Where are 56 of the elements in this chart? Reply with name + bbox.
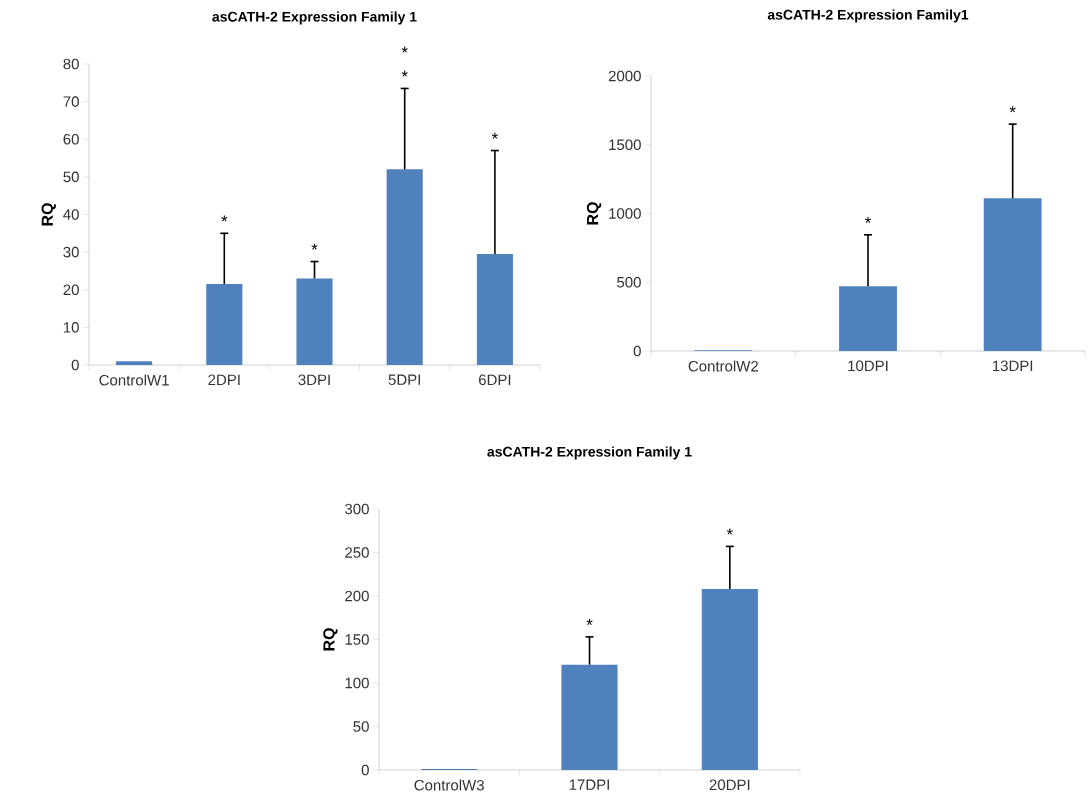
y-tick-label: 50: [63, 171, 79, 183]
y-tick-label: 30: [63, 246, 79, 258]
y-tick-label: 1000: [609, 208, 641, 219]
y-tick-label: 0: [361, 764, 369, 776]
chart-title: asCATH-2 Expression Family 1: [487, 446, 692, 460]
y-tick-label: 500: [617, 276, 641, 288]
annotation: *: [491, 132, 498, 139]
y-tick-label: 1500: [609, 139, 641, 151]
annotation: *: [1009, 106, 1016, 113]
y-axis-title: RQ: [41, 203, 56, 226]
y-tick-label: 70: [63, 96, 79, 107]
bar: [116, 361, 153, 365]
annotation: *: [221, 215, 228, 222]
x-tick-label: 5DPI: [388, 374, 420, 385]
x-tick-label: ControlW1: [99, 374, 169, 386]
y-tick-label: 250: [345, 547, 369, 558]
annotation: *: [726, 528, 733, 535]
x-tick-label: 13DPI: [992, 360, 1033, 372]
x-tick-label: ControlW3: [414, 779, 484, 791]
annotation: *: [311, 243, 318, 250]
y-axis-title: RQ: [323, 628, 338, 651]
y-tick-label: 200: [345, 590, 369, 602]
bar: [296, 278, 333, 365]
x-tick-label: 20DPI: [709, 779, 750, 791]
y-tick-label: 2000: [608, 70, 641, 82]
y-tick-label: 60: [63, 133, 79, 145]
x-tick-label: 17DPI: [569, 779, 609, 790]
y-axis-title: RQ: [586, 202, 602, 225]
bar: [839, 286, 897, 351]
annotation: *: [401, 46, 408, 53]
chart-title: asCATH-2 Expression Family1: [767, 9, 969, 23]
y-tick-label: 0: [633, 345, 641, 357]
y-tick-label: 10: [63, 322, 79, 333]
bar: [561, 664, 618, 770]
y-tick-label: 100: [345, 677, 369, 689]
chart-title: asCATH-2 Expression Family 1: [212, 11, 417, 25]
y-tick-label: 50: [353, 721, 369, 732]
y-tick-label: 0: [71, 359, 79, 371]
bar: [983, 198, 1042, 351]
annotation: *: [401, 70, 408, 77]
bar: [206, 284, 243, 365]
y-tick-label: 80: [63, 58, 79, 70]
annotation: *: [864, 216, 872, 223]
x-tick-label: 2DPI: [208, 374, 240, 385]
x-tick-label: 3DPI: [298, 374, 330, 386]
bar: [476, 254, 513, 365]
y-tick-label: 20: [63, 284, 79, 296]
y-tick-label: 150: [345, 634, 369, 645]
x-tick-label: ControlW2: [688, 360, 758, 372]
bar: [386, 169, 423, 365]
x-tick-label: 6DPI: [479, 374, 511, 386]
y-tick-label: 40: [63, 209, 79, 220]
bar: [701, 589, 758, 770]
y-tick-label: 300: [345, 503, 369, 515]
x-tick-label: 10DPI: [848, 360, 888, 372]
annotation: *: [586, 619, 593, 625]
